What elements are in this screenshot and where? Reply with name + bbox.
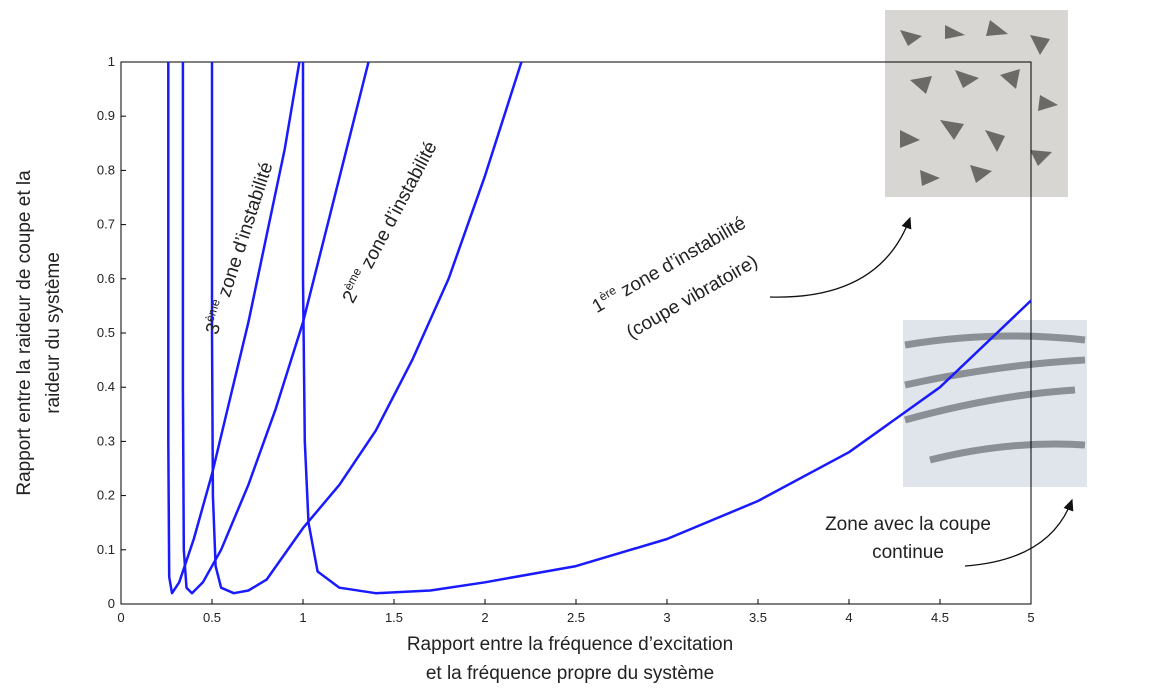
arrow [769,216,912,298]
x-axis-label: Rapport entre la fréquence d’excitation [407,634,733,655]
y-tick-label: 0.2 [97,488,115,503]
x-tick-label: 0 [117,610,124,625]
x-tick-label: 4 [845,610,852,625]
y-tick-label: 0.1 [97,542,115,557]
annotation-text: (coupe vibratoire) [623,251,762,343]
x-tick-label: 3 [663,610,670,625]
annotation-text: zone d’instabilité [613,213,750,304]
y-tick-label: 1 [108,54,115,69]
y-tick-label: 0.9 [97,108,115,123]
annotation-text: Zone avec la coupe [825,514,991,535]
y-tick-label: 0 [108,596,115,611]
annotation-text: continue [872,542,944,563]
x-tick-label: 0.5 [203,610,221,625]
x-tick-label: 4.5 [931,610,949,625]
stability-lobe [181,61,370,595]
y-tick-label: 0.6 [97,271,115,286]
annotation-text: zone d’instabilité [355,138,442,277]
annotation: 2ème zone d’instabilité [336,137,442,307]
annotation: continue [872,542,944,563]
x-tick-label: 5 [1027,610,1034,625]
y-tick-label: 0.3 [97,433,115,448]
stability-lobe [167,61,301,595]
x-tick-label: 1.5 [385,610,403,625]
x-tick-label: 3.5 [749,610,767,625]
annotation-superscript: ème [202,297,223,324]
y-tick-label: 0.4 [97,379,115,394]
stability-lobe [301,62,1032,595]
annotation: Zone avec la coupe [825,514,991,535]
x-tick-label: 2 [481,610,488,625]
y-tick-label: 0.5 [97,325,115,340]
y-axis-label: Rapport entre la raideur de coupe et la [14,170,35,496]
x-tick-label: 2.5 [567,610,585,625]
y-tick-label: 0.7 [97,217,115,232]
arrow [964,498,1074,567]
stability-lobe [210,61,523,595]
photo-chips-fragmented [885,10,1068,197]
x-axis-label: et la fréquence propre du système [426,663,714,684]
y-tick-label: 0.8 [97,162,115,177]
annotation: (coupe vibratoire) [623,251,762,343]
x-tick-label: 1 [299,610,306,625]
y-axis-label: raideur du système [43,252,64,414]
photo-chips-continuous [903,320,1087,487]
